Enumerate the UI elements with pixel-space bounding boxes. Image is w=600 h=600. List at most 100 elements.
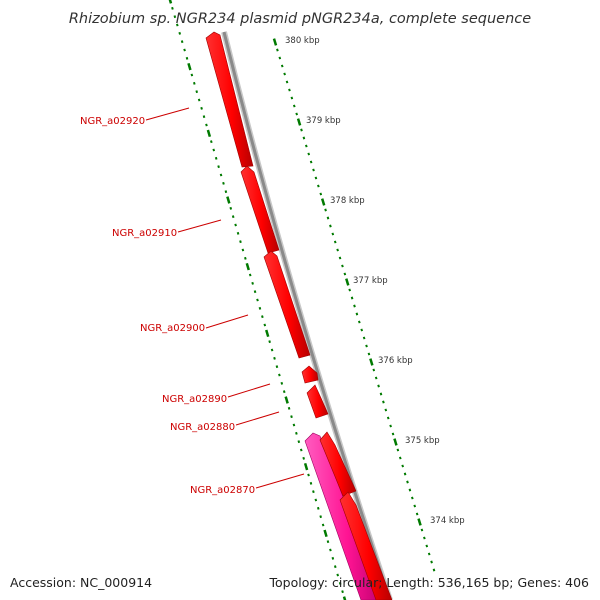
minor-tick	[239, 240, 242, 244]
minor-tick	[336, 573, 340, 577]
major-tick	[245, 262, 250, 271]
minor-tick	[415, 512, 419, 516]
minor-tick	[324, 208, 327, 212]
minor-tick	[362, 336, 366, 340]
minor-tick	[411, 496, 414, 500]
minor-tick	[348, 288, 351, 292]
minor-tick	[236, 231, 240, 235]
minor-tick	[234, 223, 237, 227]
minor-tick	[278, 373, 281, 377]
minor-tick	[229, 206, 233, 210]
minor-tick	[268, 340, 271, 344]
minor-tick	[248, 273, 252, 277]
minor-tick	[241, 248, 245, 252]
minor-tick	[425, 544, 429, 548]
gene-label[interactable]: NGR_a02880	[170, 422, 235, 433]
minor-tick	[331, 232, 335, 236]
major-tick	[284, 396, 289, 404]
minor-tick	[384, 408, 388, 412]
gene-red-lower-1[interactable]	[319, 431, 357, 497]
minor-tick	[365, 344, 368, 348]
minor-tick	[341, 590, 344, 594]
minor-tick	[377, 384, 380, 388]
minor-tick	[423, 536, 426, 540]
minor-tick	[295, 112, 298, 116]
minor-tick	[309, 481, 313, 485]
ruler-label: 377 kbp	[353, 276, 388, 286]
minor-tick	[280, 64, 284, 68]
minor-tick	[263, 323, 267, 327]
minor-tick	[292, 104, 296, 108]
minor-tick	[312, 490, 315, 494]
minor-tick	[210, 140, 213, 144]
minor-tick	[183, 48, 186, 52]
minor-tick	[202, 115, 206, 119]
label-leader	[145, 107, 190, 121]
minor-tick	[178, 31, 182, 35]
minor-tick	[355, 312, 359, 316]
minor-tick	[222, 181, 225, 185]
minor-tick	[341, 264, 344, 268]
label-leader	[227, 383, 271, 398]
minor-tick	[273, 356, 276, 360]
ruler-label: 379 kbp	[306, 116, 341, 126]
major-tick	[168, 0, 173, 4]
minor-tick	[231, 215, 235, 219]
minor-tick	[329, 224, 332, 228]
ruler-label: 376 kbp	[378, 356, 413, 366]
minor-tick	[331, 556, 335, 560]
gene-label[interactable]: NGR_a02870	[190, 485, 255, 496]
minor-tick	[391, 432, 395, 436]
minor-tick	[336, 248, 339, 252]
minor-tick	[319, 192, 323, 196]
minor-tick	[275, 365, 279, 369]
minor-tick	[307, 473, 310, 477]
minor-tick	[195, 90, 199, 94]
gene-label[interactable]: NGR_a02910	[112, 228, 177, 239]
minor-tick	[305, 144, 308, 148]
minor-tick	[276, 48, 279, 52]
gene-ngr-a02880[interactable]	[306, 384, 329, 419]
label-leader	[235, 411, 280, 426]
minor-tick	[319, 515, 322, 519]
gene-labels: NGR_a02920 NGR_a02910 NGR_a02900 NGR_a02…	[80, 107, 305, 496]
minor-tick	[307, 152, 311, 156]
major-tick	[393, 438, 398, 446]
minor-tick	[358, 320, 361, 324]
minor-tick	[338, 256, 342, 260]
gene-ngr-a02910[interactable]	[240, 165, 280, 254]
minor-tick	[413, 504, 417, 508]
minor-tick	[430, 560, 433, 564]
ruler-labels: 380 kbp 379 kbp 378 kbp 377 kbp 376 kbp …	[285, 36, 465, 526]
minor-tick	[244, 256, 247, 260]
minor-tick	[314, 176, 318, 180]
minor-tick	[200, 106, 203, 110]
minor-tick	[292, 423, 296, 427]
major-tick	[345, 278, 350, 286]
gene-ngr-a02890[interactable]	[301, 365, 319, 384]
minor-tick	[326, 540, 330, 544]
minor-tick	[175, 23, 179, 27]
gene-ngr-a02920[interactable]	[205, 31, 254, 168]
minor-tick	[261, 315, 264, 319]
minor-tick	[258, 306, 262, 310]
gene-ngr-a02900[interactable]	[263, 250, 311, 359]
gene-label[interactable]: NGR_a02890	[162, 394, 227, 405]
gene-label[interactable]: NGR_a02920	[80, 116, 145, 127]
minor-tick	[314, 498, 318, 502]
minor-tick	[197, 98, 201, 102]
minor-tick	[367, 352, 371, 356]
minor-tick	[278, 56, 282, 60]
minor-tick	[333, 565, 337, 569]
major-tick	[342, 596, 347, 600]
minor-tick	[321, 523, 325, 527]
backbone-line	[222, 31, 392, 600]
gene-label[interactable]: NGR_a02900	[140, 323, 205, 334]
minor-tick	[282, 390, 286, 394]
minor-tick	[374, 376, 378, 380]
minor-tick	[251, 281, 254, 285]
minor-tick	[309, 160, 313, 164]
gene-red-lower-2[interactable]	[339, 491, 393, 600]
minor-tick	[190, 73, 194, 77]
